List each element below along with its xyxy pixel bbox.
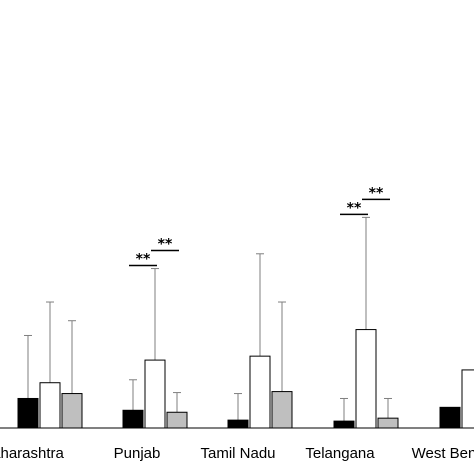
bar	[17, 397, 39, 429]
category-labels: aharashtra Punjab Tamil Nadu Telangana West …	[0, 445, 474, 462]
significance-label: **	[136, 252, 151, 268]
significance-label: **	[369, 185, 384, 201]
category-label: aharashtra	[0, 445, 65, 462]
significance-label: **	[158, 237, 173, 253]
bar	[144, 359, 166, 429]
error-bars	[24, 216, 392, 422]
bar	[166, 411, 188, 429]
bar	[61, 393, 83, 429]
category-label: Telangana	[305, 445, 375, 462]
bar	[249, 355, 271, 429]
bars	[17, 329, 474, 429]
bar	[333, 420, 355, 429]
bar	[355, 329, 377, 429]
bar	[271, 391, 293, 429]
significance-markers: ** ** ** **	[129, 185, 390, 268]
bar	[377, 417, 399, 429]
significance-label: **	[347, 200, 362, 216]
category-label: Punjab	[114, 445, 161, 462]
bar	[439, 406, 461, 429]
category-label: Tamil Nadu	[200, 445, 275, 462]
bar	[227, 419, 249, 429]
bar	[461, 369, 474, 429]
bar	[122, 409, 144, 429]
bar	[39, 382, 61, 429]
category-label: West Ben	[412, 445, 474, 462]
